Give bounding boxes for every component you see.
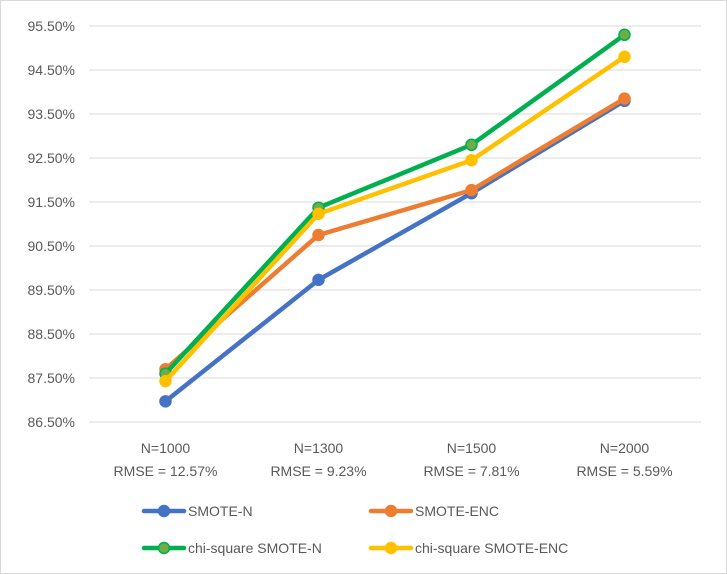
y-tick-label: 95.50% [28, 18, 75, 34]
legend-label: chi-square SMOTE-N [188, 540, 322, 556]
legend-swatch-marker [384, 504, 398, 518]
series-line [163, 54, 627, 384]
data-point [618, 92, 631, 105]
y-tick-label: 88.50% [28, 326, 75, 342]
data-point [465, 183, 478, 197]
y-tick-label: 87.50% [28, 370, 75, 386]
x-tick-label: RMSE = 5.59% [576, 463, 672, 479]
legend-label: SMOTE-ENC [415, 503, 499, 519]
data-point [159, 374, 172, 388]
legend-label: chi-square SMOTE-ENC [415, 540, 568, 556]
data-point [618, 50, 631, 64]
y-tick-label: 86.50% [28, 414, 75, 430]
x-tick-label: RMSE = 7.81% [423, 463, 519, 479]
data-point [465, 138, 478, 152]
data-point [312, 228, 325, 242]
y-tick-label: 89.50% [28, 282, 75, 298]
series-line [163, 32, 627, 376]
series-line [163, 98, 627, 404]
x-tick-label: RMSE = 9.23% [270, 463, 366, 479]
y-tick-label: 94.50% [28, 62, 75, 78]
legend-swatch-marker [157, 504, 171, 518]
y-tick-label: 93.50% [28, 106, 75, 122]
data-point [312, 207, 325, 221]
legend-swatch-marker [384, 541, 398, 555]
x-tick-label: RMSE = 12.57% [114, 463, 218, 479]
series-line [163, 96, 627, 372]
data-point [312, 273, 325, 287]
y-tick-label: 91.50% [28, 194, 75, 210]
data-point [159, 395, 172, 408]
data-point [465, 153, 478, 167]
legend-swatch-marker [157, 541, 171, 555]
y-tick-label: 92.50% [28, 150, 75, 166]
x-tick-label: N=1500 [447, 440, 497, 456]
legend-label: SMOTE-N [188, 503, 253, 519]
x-tick-label: N=1000 [141, 440, 191, 456]
x-tick-label: N=1300 [294, 440, 344, 456]
y-tick-label: 90.50% [28, 238, 75, 254]
x-tick-label: N=2000 [600, 440, 650, 456]
data-point [618, 28, 631, 42]
